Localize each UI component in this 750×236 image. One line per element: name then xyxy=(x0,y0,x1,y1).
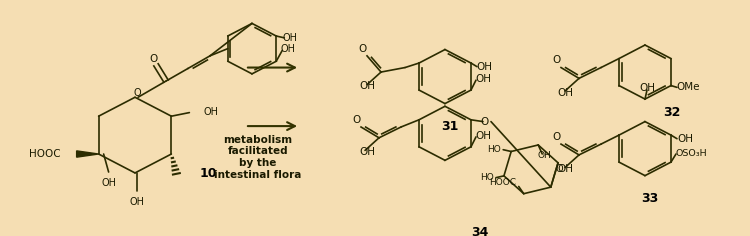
Text: OH: OH xyxy=(359,81,375,92)
Text: O: O xyxy=(134,88,141,98)
Text: 32: 32 xyxy=(663,106,680,119)
Text: 31: 31 xyxy=(441,120,459,133)
Text: OH: OH xyxy=(537,151,551,160)
Text: 33: 33 xyxy=(641,192,658,205)
Text: 34: 34 xyxy=(471,226,489,236)
Text: 10: 10 xyxy=(200,167,217,180)
Text: OMe: OMe xyxy=(676,82,700,92)
Text: by the: by the xyxy=(239,158,277,168)
Text: HO: HO xyxy=(480,173,494,182)
Polygon shape xyxy=(76,151,99,157)
Text: O: O xyxy=(150,54,158,63)
Text: OH: OH xyxy=(557,88,573,98)
Text: O: O xyxy=(552,132,560,142)
Text: O: O xyxy=(358,44,366,54)
Text: HOOC: HOOC xyxy=(489,178,516,187)
Text: OH: OH xyxy=(359,147,375,157)
Text: O: O xyxy=(556,164,563,174)
Text: metabolism: metabolism xyxy=(224,135,292,145)
Text: OH: OH xyxy=(203,107,218,117)
Text: O: O xyxy=(481,117,489,126)
Text: HOOC: HOOC xyxy=(29,149,61,159)
Text: OH: OH xyxy=(677,134,693,144)
Text: OSO₃H: OSO₃H xyxy=(676,149,707,158)
Text: OH: OH xyxy=(476,62,492,72)
Text: intestinal flora: intestinal flora xyxy=(214,170,302,180)
Text: OH: OH xyxy=(282,33,297,43)
Text: OH: OH xyxy=(639,83,655,93)
Text: O: O xyxy=(352,115,360,125)
Text: OH: OH xyxy=(475,131,491,141)
Text: OH: OH xyxy=(130,197,145,207)
Text: O: O xyxy=(552,55,560,65)
Text: OH: OH xyxy=(101,178,116,188)
Text: OH: OH xyxy=(280,44,296,54)
Text: facilitated: facilitated xyxy=(228,146,288,156)
Text: OH: OH xyxy=(557,164,573,174)
Text: OH: OH xyxy=(475,74,491,84)
Text: HO: HO xyxy=(488,145,501,154)
